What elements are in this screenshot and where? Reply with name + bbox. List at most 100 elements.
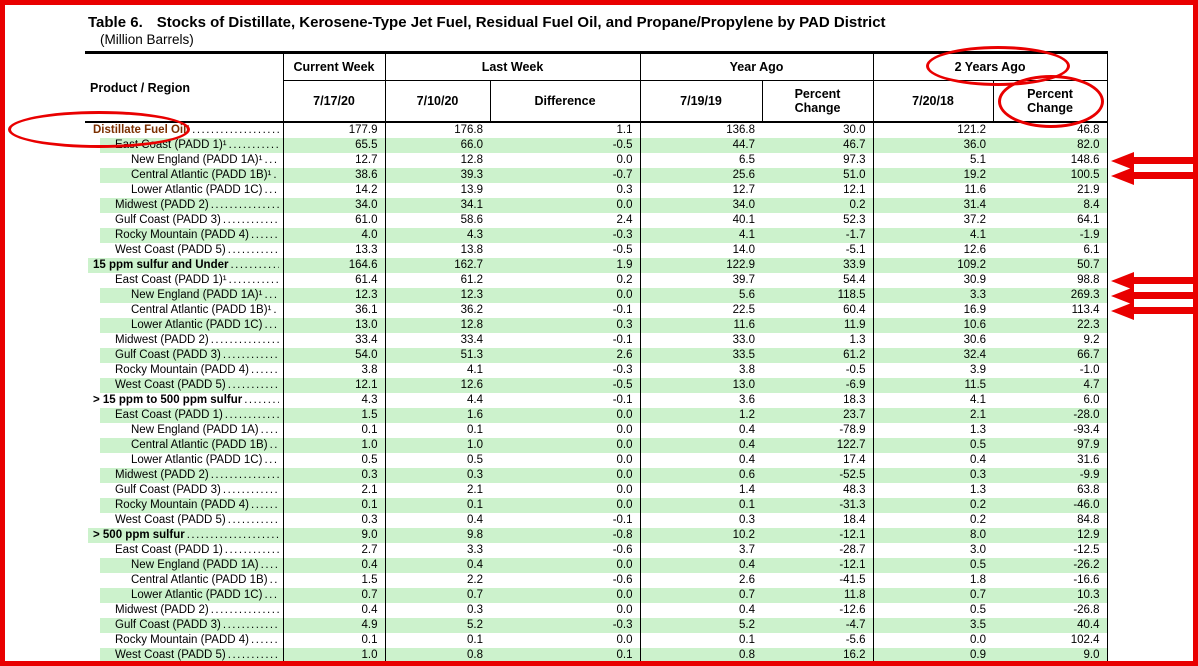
- row-label: Midwest (PADD 2)........................…: [85, 333, 284, 348]
- cell-value: 0.4: [739, 604, 756, 616]
- cell-value: 1.3: [762, 333, 874, 348]
- cell-value: 0.7: [873, 588, 994, 603]
- cell-value: 44.7: [640, 138, 763, 153]
- dot-leader: ........................................…: [224, 409, 279, 421]
- cell-value: 0.1: [283, 498, 386, 513]
- dot-leader: ........................................…: [264, 184, 279, 196]
- cell-value: 1.5: [283, 408, 386, 423]
- cell-value: 22.5: [732, 304, 756, 316]
- cell-value: 14.0: [732, 244, 756, 256]
- table-row: > 15 ppm to 500 ppm sulfur..............…: [85, 393, 1108, 408]
- row-label: West Coast (PADD 5).....................…: [85, 243, 284, 258]
- cell-value: -0.5: [490, 138, 641, 153]
- cell-value: -41.5: [762, 573, 874, 588]
- cell-value: 12.6: [963, 244, 987, 256]
- dot-leader: ........................................…: [210, 334, 279, 346]
- cell-value: 0.0: [490, 408, 641, 423]
- cell-value: 0.3: [873, 468, 994, 483]
- cell-value: 0.0: [490, 288, 641, 303]
- cell-value: 12.8: [460, 154, 483, 166]
- table-row: East Coast (PADD 1).....................…: [85, 543, 1108, 558]
- table-row: West Coast (PADD 5).....................…: [85, 243, 1108, 258]
- cell-value: 84.8: [993, 513, 1108, 528]
- cell-value: 33.4: [283, 333, 386, 348]
- row-label: Central Atlantic (PADD 1B)..............…: [85, 438, 284, 453]
- table-row: East Coast (PADD 1)¹....................…: [85, 271, 1193, 290]
- table-row: Distillate Fuel Oil¹....................…: [85, 122, 1108, 138]
- cell-value: 2.6: [739, 574, 756, 586]
- cell-value: 4.3: [283, 393, 386, 408]
- col-header-difference: Difference: [490, 80, 641, 123]
- cell-value: 58.6: [460, 214, 483, 226]
- dot-leader: ........................................…: [210, 604, 279, 616]
- cell-value: -0.1: [490, 513, 641, 528]
- dot-leader: ........................................…: [222, 619, 279, 631]
- cell-value: -0.5: [762, 363, 874, 378]
- dot-leader: ........................................…: [251, 499, 279, 511]
- cell-value: 0.2: [873, 498, 994, 513]
- cell-value: 0.0: [490, 153, 641, 168]
- table-row: Midwest (PADD 2)........................…: [85, 468, 1108, 483]
- cell-value: 0.1: [490, 648, 641, 661]
- cell-value: 148.6: [993, 151, 1193, 170]
- col-group-2-years-ago: 2 Years Ago: [873, 52, 1108, 81]
- table-row: Central Atlantic (PADD 1B)¹.............…: [85, 301, 1193, 320]
- col-group-current-week: Current Week: [282, 52, 386, 81]
- dot-leader: ........................................…: [192, 124, 278, 136]
- cell-value: 6.1: [993, 243, 1108, 258]
- cell-value: 60.4: [762, 303, 874, 318]
- table-row: Lower Atlantic (PADD 1C)................…: [85, 183, 1108, 198]
- cell-value: 30.6: [963, 334, 987, 346]
- cell-value: 21.9: [993, 183, 1108, 198]
- cell-value: 0.1: [283, 633, 386, 648]
- cell-value: 0.4: [739, 424, 756, 436]
- cell-value: -28.7: [762, 543, 874, 558]
- row-label: Midwest (PADD 2)........................…: [85, 468, 284, 483]
- cell-value: 9.8: [385, 528, 490, 543]
- col-group-last-week: Last Week: [385, 52, 641, 81]
- row-label: New England (PADD 1A)...................…: [85, 423, 284, 438]
- cell-value: -6.9: [762, 378, 874, 393]
- cell-value: 1.0: [283, 648, 386, 661]
- cell-value: 0.4: [739, 454, 756, 466]
- cell-value: 11.5: [873, 378, 994, 393]
- cell-value: 164.6: [283, 258, 386, 273]
- cell-value: 0.4: [283, 558, 386, 573]
- row-label: West Coast (PADD 5).....................…: [85, 513, 284, 528]
- dot-leader: ........................................…: [251, 364, 279, 376]
- cell-value: -1.9: [993, 228, 1108, 243]
- row-label: East Coast (PADD 1)¹....................…: [85, 138, 284, 153]
- cell-value: 11.6: [640, 318, 763, 333]
- row-label: New England (PADD 1A)...................…: [85, 558, 284, 573]
- cell-value: 54.0: [283, 348, 386, 363]
- row-label: Central Atlantic (PADD 1B)¹.............…: [85, 168, 284, 183]
- cell-value: 102.4: [993, 633, 1108, 648]
- cell-value: 0.0: [490, 558, 641, 573]
- cell-value: 46.8: [993, 122, 1108, 138]
- dot-leader: ........................................…: [186, 529, 279, 541]
- row-label: Midwest (PADD 2)........................…: [85, 198, 284, 213]
- dot-leader: ........................................…: [264, 154, 279, 166]
- table-row: Central Atlantic (PADD 1B)..............…: [85, 438, 1108, 453]
- cell-value: 10.6: [873, 318, 994, 333]
- cell-value: 33.9: [762, 258, 874, 273]
- table-row: Central Atlantic (PADD 1B)¹.............…: [85, 166, 1193, 185]
- cell-value: 16.9: [963, 304, 987, 316]
- cell-value: 40.1: [732, 214, 756, 226]
- row-label: > 500 ppm sulfur........................…: [85, 528, 284, 543]
- cell-value: 3.8: [739, 364, 756, 376]
- cell-value: 13.0: [283, 318, 386, 333]
- cell-value: -5.1: [762, 243, 874, 258]
- cell-value: -0.3: [490, 228, 641, 243]
- cell-value: 0.1: [739, 634, 756, 646]
- col-header-2-years-ago-percent-change: Percent Change: [993, 80, 1108, 123]
- cell-value: -26.8: [993, 603, 1108, 618]
- cell-value: 4.1: [873, 228, 994, 243]
- cell-value: 109.2: [873, 258, 994, 273]
- cell-value: 12.7: [283, 153, 386, 168]
- dot-leader: ........................................…: [228, 274, 279, 286]
- cell-value: 32.4: [873, 348, 994, 363]
- row-label: 15 ppm sulfur and Under.................…: [85, 258, 284, 273]
- cell-value: 0.4: [640, 438, 763, 453]
- cell-value: 40.4: [993, 618, 1108, 633]
